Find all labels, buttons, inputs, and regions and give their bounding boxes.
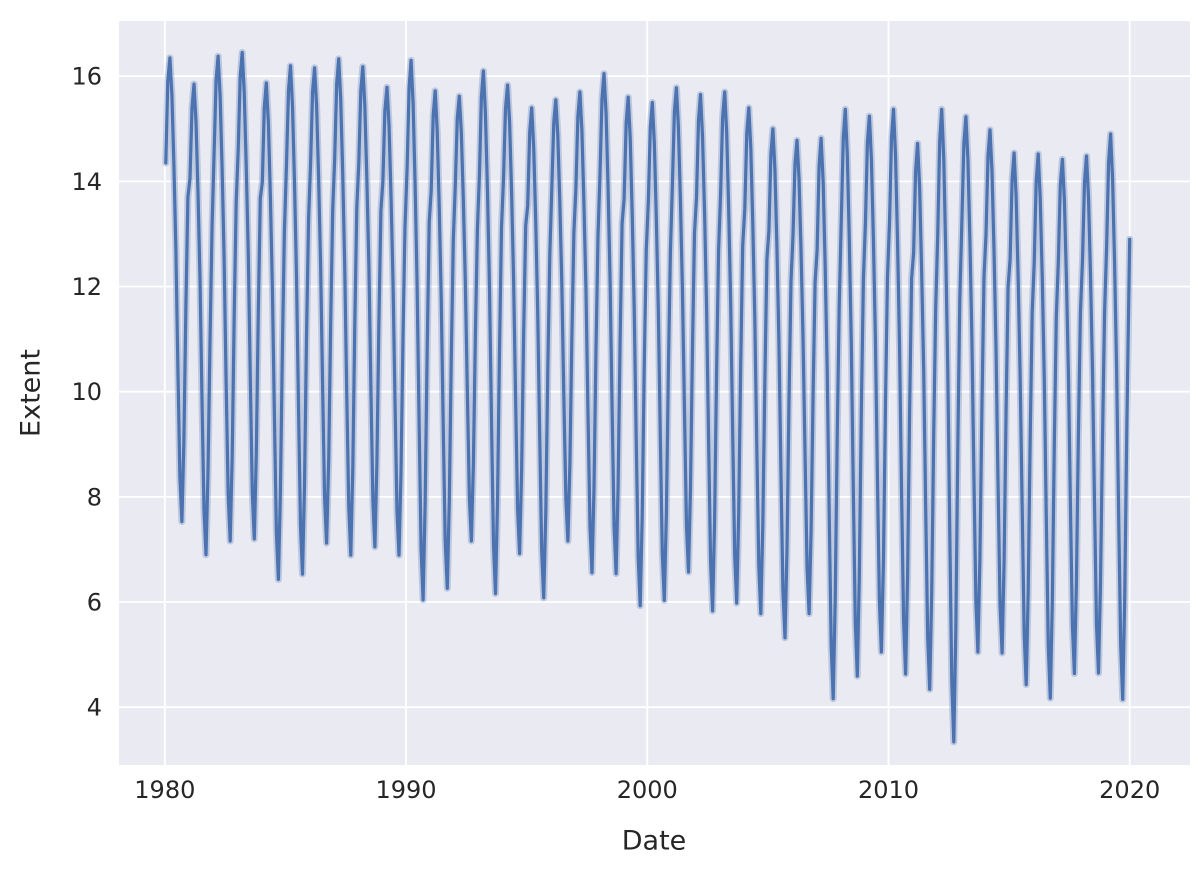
x-tick-label-2000: 2000 — [617, 776, 678, 804]
x-tick-label-2010: 2010 — [858, 776, 919, 804]
x-tick-label-2020: 2020 — [1099, 776, 1160, 804]
x-tick-label-1990: 1990 — [376, 776, 437, 804]
y-tick-label-6: 6 — [87, 589, 102, 617]
y-tick-label-10: 10 — [71, 378, 102, 406]
y-tick-label-8: 8 — [87, 483, 102, 511]
y-tick-label-12: 12 — [71, 273, 102, 301]
y-tick-label-4: 4 — [87, 694, 102, 722]
y-axis-label: Extent — [15, 349, 47, 437]
x-tick-label-1980: 1980 — [134, 776, 195, 804]
y-tick-label-14: 14 — [71, 168, 102, 196]
extent-line — [164, 50, 1132, 744]
x-axis-label: Date — [621, 825, 687, 857]
y-tick-label-16: 16 — [71, 63, 102, 91]
